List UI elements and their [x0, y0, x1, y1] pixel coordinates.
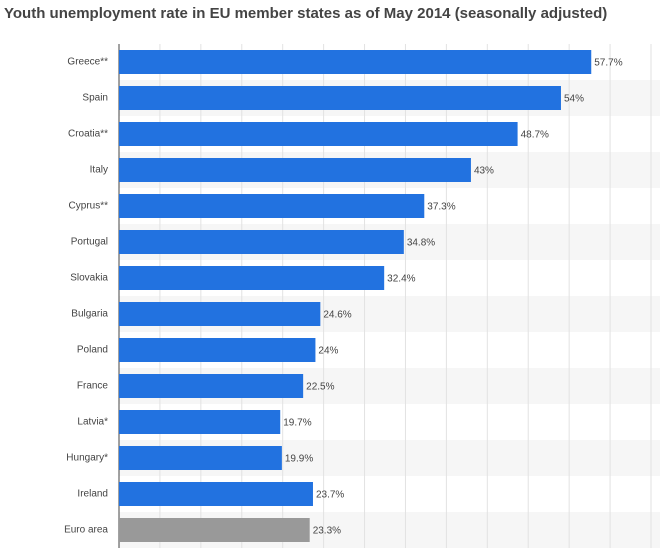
bar: [119, 122, 518, 146]
value-label: 34.8%: [407, 238, 435, 249]
y-tick-label: Bulgaria: [71, 309, 108, 320]
y-tick-label: Portugal: [71, 237, 108, 248]
y-tick-label: Poland: [77, 345, 108, 356]
bar: [119, 446, 282, 470]
bar: [119, 518, 310, 542]
bar: [119, 266, 385, 290]
y-tick-label: Slovakia: [70, 273, 108, 284]
bar: [119, 50, 592, 74]
y-tick-label: Italy: [90, 165, 108, 176]
y-tick-label: Croatia**: [68, 129, 108, 140]
bar: [119, 86, 561, 110]
value-label: 24.6%: [323, 310, 351, 321]
value-label: 22.5%: [306, 382, 334, 393]
y-tick-label: Greece**: [67, 57, 108, 68]
chart-title: Youth unemployment rate in EU member sta…: [4, 5, 607, 22]
y-tick-label: Cyprus**: [69, 201, 109, 212]
bar: [119, 302, 321, 326]
value-label: 43%: [474, 166, 494, 177]
value-label: 23.3%: [313, 526, 341, 537]
y-tick-label: Ireland: [77, 489, 108, 500]
value-label: 19.7%: [283, 418, 311, 429]
value-label: 54%: [564, 94, 584, 105]
value-label: 48.7%: [521, 130, 549, 141]
y-tick-label: France: [77, 381, 109, 392]
y-tick-label: Latvia*: [77, 417, 108, 428]
y-tick-label: Spain: [82, 93, 108, 104]
bar: [119, 230, 404, 254]
bar: [119, 374, 304, 398]
y-tick-label: Euro area: [64, 525, 108, 536]
bar: [119, 158, 471, 182]
value-label: 24%: [318, 346, 338, 357]
value-label: 32.4%: [387, 274, 415, 285]
value-label: 23.7%: [316, 490, 344, 501]
value-label: 57.7%: [594, 58, 622, 69]
bar: [119, 338, 316, 362]
bar: [119, 410, 281, 434]
value-label: 37.3%: [427, 202, 455, 213]
y-tick-label: Hungary*: [66, 453, 108, 464]
bar: [119, 482, 313, 506]
bar: [119, 194, 425, 218]
value-label: 19.9%: [285, 454, 313, 465]
